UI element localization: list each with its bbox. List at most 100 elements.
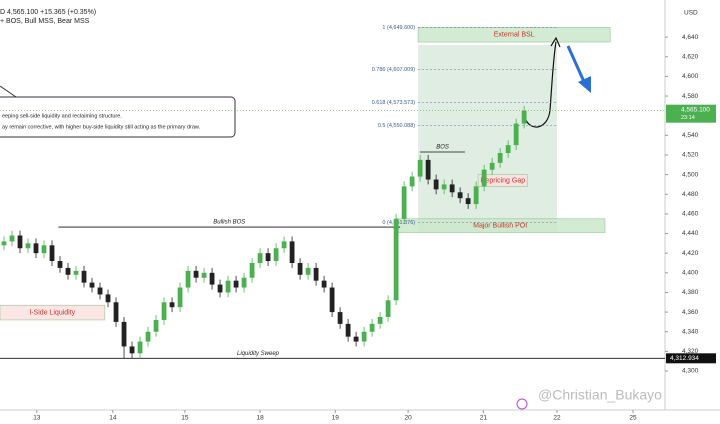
candle-body [417,159,423,177]
candle-body [81,270,87,283]
x-tick-label: 18 [256,415,264,422]
candle-body [521,110,527,124]
x-tick-label: 22 [553,415,561,422]
level-label: Bullish BOS [213,220,245,226]
candle-body [337,312,343,324]
candle-body [9,235,15,242]
x-tick-label: 21 [480,415,488,422]
candle-body [409,176,415,187]
x-tick-label: 19 [332,415,340,422]
zone [0,304,106,321]
y-tick-label: 4,540 [682,132,699,139]
candle-body [65,267,71,275]
y-tick-label: 4,620 [682,53,699,60]
candle-body [41,245,47,254]
x-tick-label: 20 [405,415,413,422]
y-tick-label: 4,460 [682,211,699,218]
y-tick-label: 4,360 [682,309,699,316]
fib-label: 0.786 (4,607.009) [372,67,416,73]
x-tick-label: 25 [629,415,637,422]
candle-body [297,262,303,275]
fib-label: 0.5 (4,550.088) [378,123,415,129]
fib-label: 1 (4,649.600) [382,25,415,31]
candle-body [57,261,63,268]
x-tick-label: 13 [33,415,41,422]
y-tick-label: 4,400 [682,270,699,277]
fib-label: 0 (4,451.376) [382,220,415,226]
y-tick-label: 4,300 [682,368,699,375]
candle-body [465,198,471,205]
candle-body [273,248,279,262]
ticker-line: D 4,565.100 +15.365 (+0.35%) [0,9,96,16]
candle-body [377,317,383,324]
y-tick-label: 4,320 [682,348,699,355]
candle-body [97,287,103,295]
candle-body [305,267,311,275]
candle-body [201,272,207,278]
candle-body [489,162,495,170]
y-tick-label: 4,420 [682,250,699,257]
candle-body [89,282,95,288]
candle-body [129,346,135,354]
candle-body [137,341,143,354]
candle-body [513,123,519,146]
indicator-line: + BOS, Bull MSS, Bear MSS [0,18,90,25]
y-tick-label: 4,520 [682,152,699,159]
level-label: Liquidity Sweep [237,351,280,357]
candle-body [209,272,215,285]
y-tick-label: 4,600 [682,73,699,80]
zone [477,174,528,187]
candle-body [361,331,367,342]
candle-body [401,186,407,219]
note-line: eeping sell-side liquidity and reclaimin… [2,113,122,119]
watermark: @Christian_Bukayo [538,387,662,403]
x-tick-label: 15 [181,415,189,422]
level-price-box [666,353,716,364]
y-tick-label: 4,580 [682,93,699,100]
candle-body [17,235,23,249]
zone-label: l-Side Liquidity [30,309,76,316]
candle-body [497,153,503,163]
candle-body [313,267,319,281]
candle-body [33,243,39,254]
candle-body [281,241,287,249]
candle-body [505,145,511,154]
candle-body [457,192,463,199]
candle-body [1,241,7,246]
zone-label: External BSL [494,32,535,39]
countdown: 23:14 [681,115,695,121]
projection-path [524,41,557,128]
y-tick-label: 4,640 [682,34,699,41]
candle-body [249,262,255,278]
candle-body [225,280,231,293]
candle-body [345,323,351,337]
candle-body [321,280,327,288]
note-box [0,96,236,138]
candle-body [153,319,159,332]
last-price-box [666,104,716,123]
direction-arrow [566,45,587,85]
candle-body [193,270,199,278]
candle-body [385,300,391,318]
candle-body [441,184,447,190]
zone-label: Major Bullish POI [473,223,527,230]
direction-arrowhead [578,76,591,93]
y-tick-label: 4,480 [682,191,699,198]
candle-body [289,241,295,263]
candle-body [145,331,151,342]
level-label: BOS [436,145,449,151]
candle-body [257,253,263,263]
candle-body [185,270,191,288]
zone-label: Repricing Gap [480,177,525,184]
candle-body [73,270,79,275]
projection-arrowhead [550,36,561,48]
candle-body [169,302,175,308]
candle-body [113,302,119,322]
y-tick-label: 4,440 [682,230,699,237]
candle-body [233,280,239,288]
candle-body [481,169,487,187]
last-price-label: 4,565.100 [681,106,710,113]
candle-body [177,287,183,308]
x-tick-label: 14 [109,415,117,422]
candle-body [425,159,431,180]
